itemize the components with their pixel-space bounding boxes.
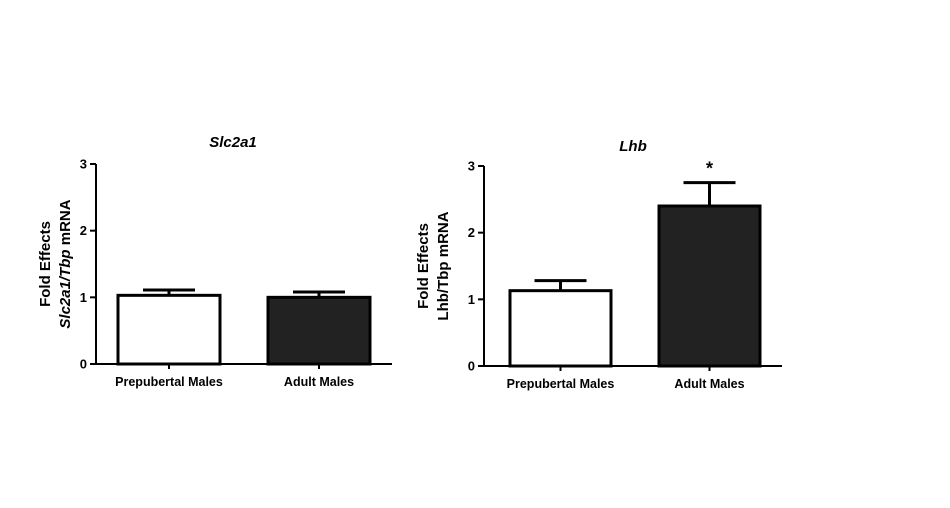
x-tick-label: Adult Males [674,377,744,391]
y-tick-label: 3 [468,159,475,174]
chart-lhb: Lhb Fold Effects Lhb/Tbp mRNA 0 1 2 3 Prepub… [415,138,782,391]
y-tick-label: 0 [80,357,87,372]
y-tick-label: 0 [468,359,475,374]
y-tick-label: 1 [468,292,475,307]
y-tick-label: 1 [80,290,87,305]
plot-area: 0 1 2 3 Prepubertal Males Adult Males * [468,159,782,391]
y-axis-label-line1: Fold Effects [415,223,432,309]
y-axis-label-line1: Fold Effects [37,221,54,307]
bar [657,204,762,368]
plot-area: 0 1 2 3 Prepubertal Males Adult Males [80,157,392,389]
y-axis-label-line2: Slc2a1/Tbp mRNA [57,199,74,328]
x-tick-label: Adult Males [284,375,354,389]
y-axis-label-plain: mRNA [57,199,74,249]
bar [116,293,222,366]
y-tick-label: 2 [80,223,87,238]
x-tick-label: Prepubertal Males [115,375,223,389]
y-axis-label-plain: Lhb/Tbp mRNA [435,211,452,320]
chart-slc2a1: Slc2a1 Fold Effects Slc2a1/Tbp mRNA 0 1 2 3… [37,134,392,389]
y-axis-label-line2: Lhb/Tbp mRNA [435,211,452,320]
bar [508,289,613,368]
y-tick-label: 3 [80,157,87,172]
y-axis-label-italic: Slc2a1/Tbp [57,249,74,328]
bar [266,295,372,366]
x-tick-label: Prepubertal Males [507,377,615,391]
significance-marker: * [706,159,713,179]
y-tick-label: 2 [468,225,475,240]
chart-title: Lhb [619,138,647,155]
chart-title: Slc2a1 [209,134,257,151]
